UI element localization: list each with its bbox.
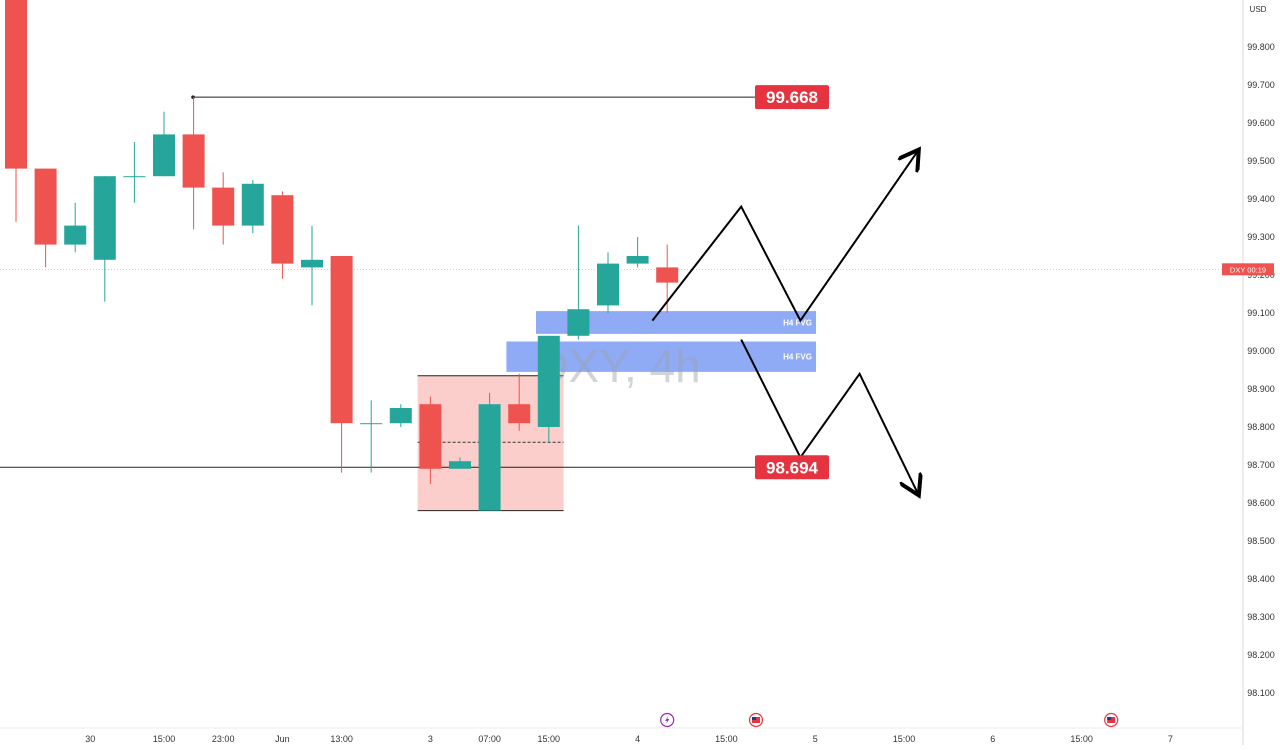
candle-bearish [271,195,294,264]
price-level-value: 99.668 [766,88,818,107]
candle-bullish [597,263,619,306]
bullish-path-arrow [651,150,918,323]
candle-bearish [182,134,205,188]
price-tick-label: 98.200 [1247,650,1275,660]
candle-bullish [241,183,264,226]
candle-bullish [153,134,175,177]
lightning-icon[interactable] [660,712,675,728]
watermark-layer: DXY, 4h [535,340,700,392]
flag-canton [1107,717,1112,720]
candle-bearish [419,404,442,469]
candle-bullish [64,225,87,245]
fvg-zone-1 [536,311,816,334]
current-price-badge-text: DXY 00:19 [1230,265,1266,274]
us-flag-icon[interactable] [748,712,764,728]
candle-bullish [567,309,590,336]
time-axis[interactable]: 30 15:00 23:00 Jun 13:00 3 07:00 15:00 4 15:00 5 15… [0,712,1243,745]
candle-bullish [360,423,383,425]
price-tick-label: 99.800 [1247,42,1275,52]
time-tick-label: 30 [85,734,95,744]
lightning-glyph [665,716,670,724]
us-flag-icon[interactable] [1104,712,1119,728]
price-tick-label: 98.900 [1247,384,1275,394]
bearish-path-arrow [740,339,919,496]
fvg-label-1: H4 FVG [783,319,812,328]
levels-layer [0,95,1243,468]
candle-bullish [389,408,412,424]
time-tick-label: 15:00 [715,734,738,744]
time-tick-label: 7 [1168,734,1173,744]
price-tick-label: 99.700 [1247,80,1275,90]
price-tick-label: 98.300 [1247,612,1275,622]
resistance-anchor-dot [191,95,195,99]
candle-bullish [449,461,471,469]
projections-layer [651,150,919,496]
labels-layer: 99.668 98.694 [755,85,829,480]
fvg-label-2: H4 FVG [783,353,812,362]
price-tick-label: 98.100 [1247,688,1275,698]
time-tick-label: 15:00 [893,734,916,744]
time-tick-label: 3 [428,734,433,744]
price-level-badge [755,455,829,480]
time-tick-label: Jun [275,734,290,744]
time-tick-label: 15:00 [1070,734,1093,744]
candle-bullish [123,176,146,178]
currency-label: USD [1250,5,1267,14]
candle-bullish [626,256,649,264]
time-tick-label: 23:00 [212,734,235,744]
time-tick-label: 5 [813,734,818,744]
candles-layer [5,0,679,511]
price-tick-label: 99.600 [1247,118,1275,128]
candle-bearish [34,168,57,245]
candle-bearish [5,0,27,169]
watermark-text: DXY, 4h [535,340,700,392]
price-tick-label: 98.800 [1247,422,1275,432]
price-level-badge [755,85,829,110]
candle-bullish [537,335,560,427]
time-tick-label: 15:00 [538,734,561,744]
price-tick-label: 98.700 [1247,460,1275,470]
time-tick-label: 6 [990,734,995,744]
candle-bearish [330,256,353,424]
price-tick-label: 99.000 [1247,346,1275,356]
candle-bullish [478,404,501,511]
price-tick-label: 99.500 [1247,156,1275,166]
time-tick-label: 4 [635,734,640,744]
price-tick-label: 98.400 [1247,574,1275,584]
price-tick-label: 98.600 [1247,498,1275,508]
time-tick-label: 07:00 [478,734,501,744]
price-tick-label: 99.400 [1247,194,1275,204]
time-tick-label: 13:00 [330,734,353,744]
candle-bearish [212,187,235,226]
time-tick-label: 15:00 [153,734,176,744]
flag-canton [752,717,756,720]
candle-bullish [93,176,116,260]
candle-bullish [301,259,323,268]
price-tick-label: 98.500 [1247,536,1275,546]
price-level-value: 98.694 [766,458,819,477]
current-price-badge[interactable] [1222,263,1274,276]
candle-bearish [656,267,679,283]
price-tick-label: 99.100 [1247,308,1275,318]
candle-bearish [508,404,531,424]
price-axis[interactable]: USD 99.800 99.700 99.600 99.500 99.400 99.300 9… [1222,0,1275,745]
price-tick-label: 99.300 [1247,232,1275,242]
